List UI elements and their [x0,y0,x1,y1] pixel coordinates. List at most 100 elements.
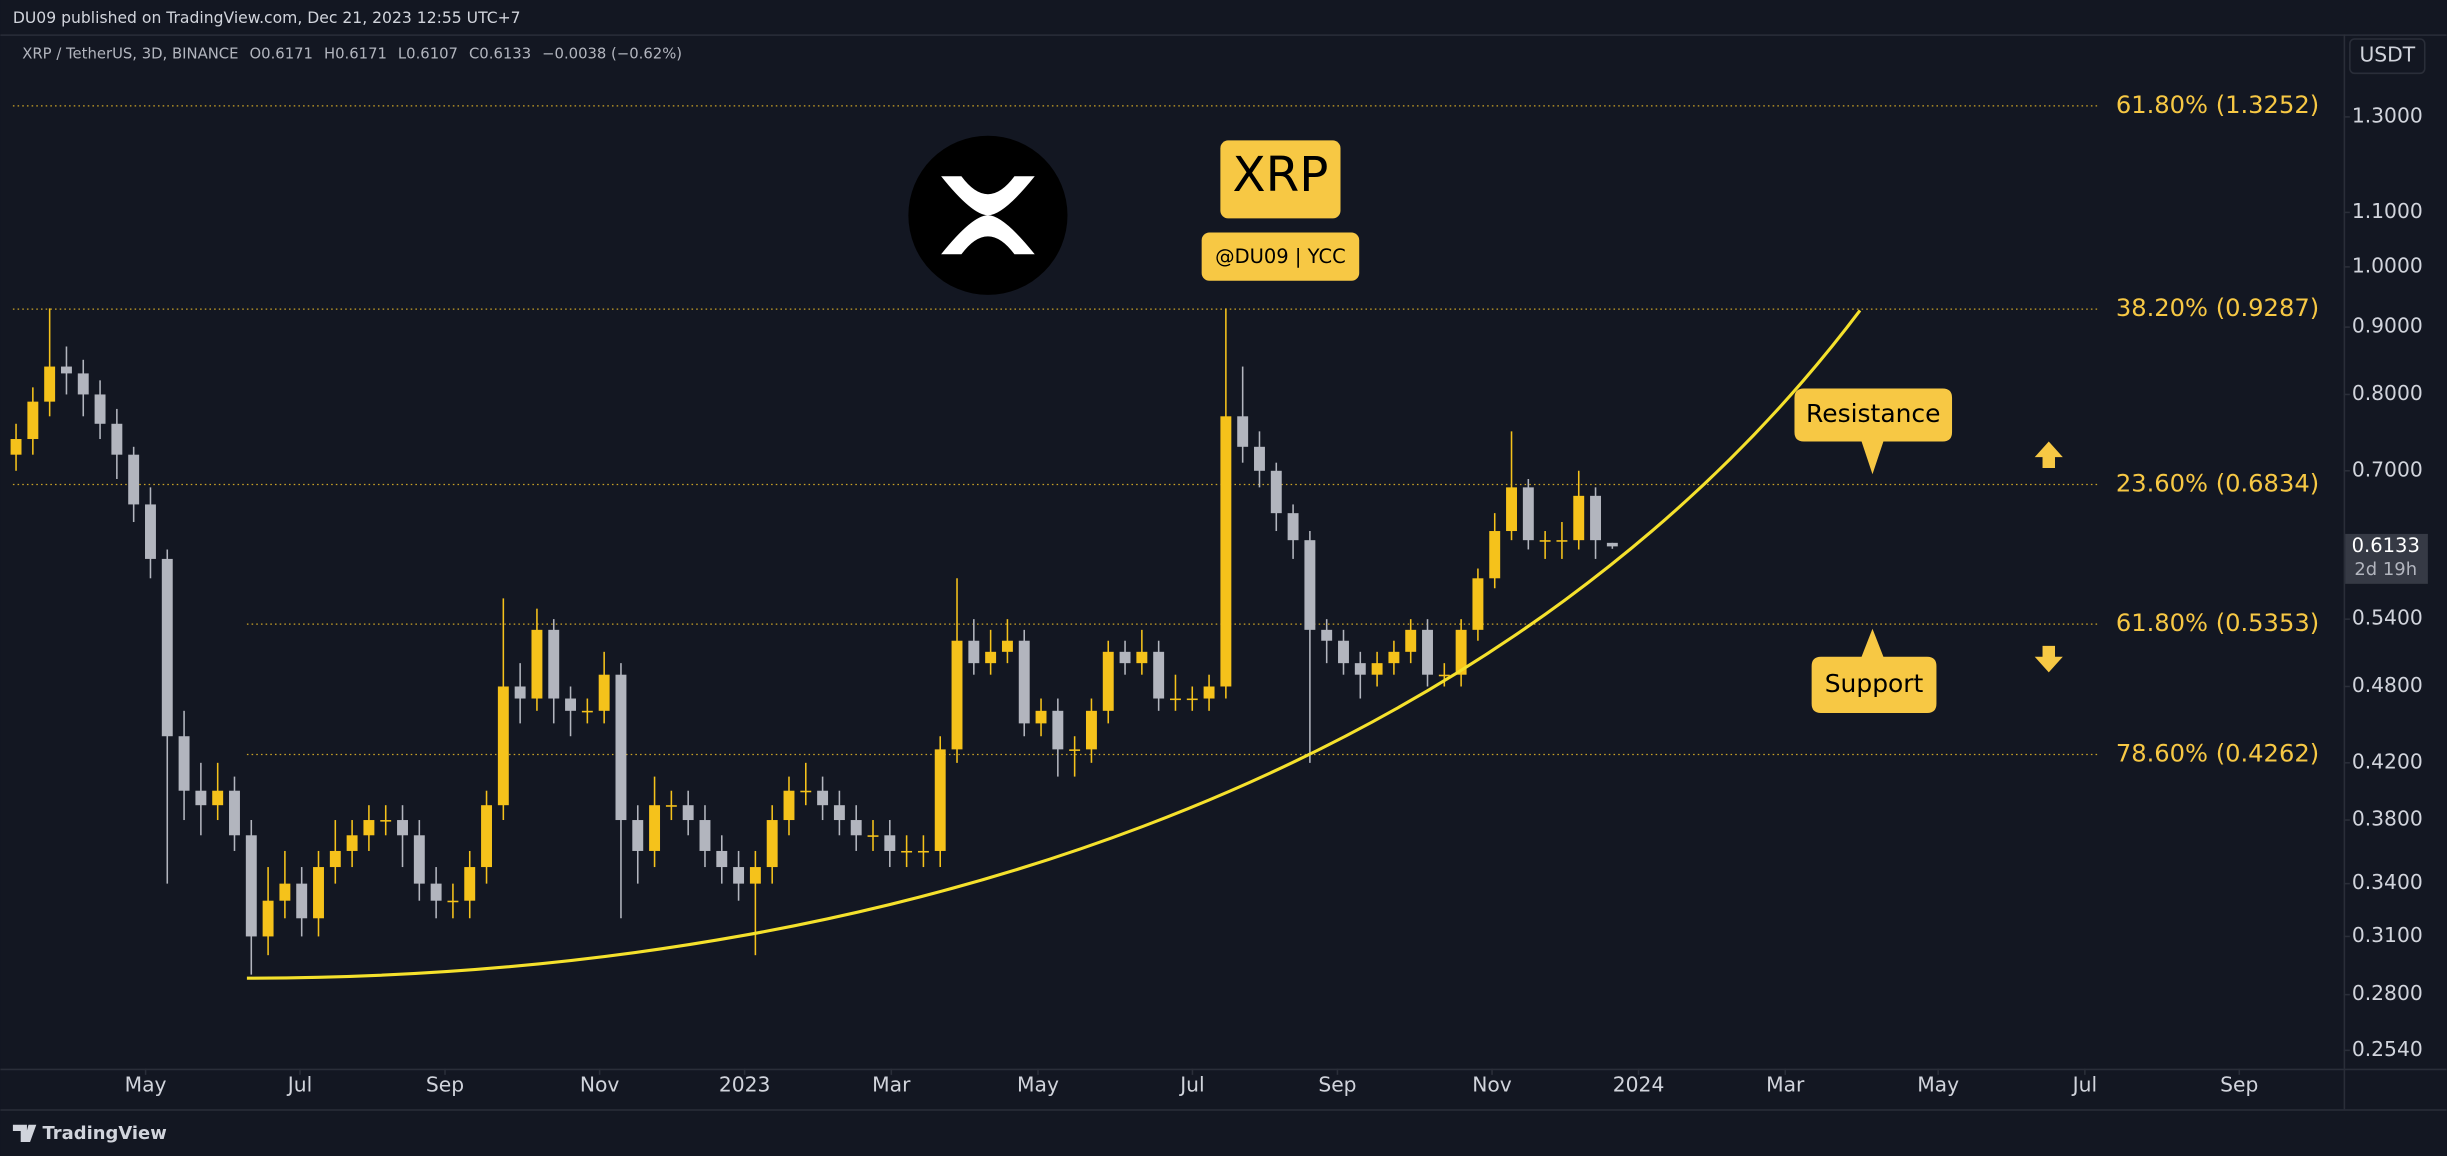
change-label: −0.0038 (−0.62%) [542,46,682,63]
candle-body [1035,710,1047,724]
candle-body [1237,416,1249,447]
y-tick-label: 1.0000 [2352,253,2423,277]
ohlc-value: 0.6171 [335,46,387,63]
candle-body [262,900,274,937]
candle-body [161,558,173,737]
symbol-line: XRP / TetherUS, 3D, BINANCE O0.6171 H0.6… [22,46,682,63]
candle-body [1539,540,1551,542]
x-tick-label: Nov [1472,1072,1512,1096]
candle-body [1186,698,1198,701]
candle-body [716,850,728,868]
x-tick-label: Sep [426,1072,464,1096]
ohlc-prefix: O [249,46,261,63]
candle-body [229,790,240,836]
candle-body [766,820,778,868]
candle-body [1556,540,1568,542]
candle-body [1153,651,1165,699]
currency: USDT [2359,43,2415,67]
x-tick-label: Nov [580,1072,620,1096]
candle-body [867,835,879,837]
candle-body [1590,495,1602,541]
y-tick-label: 0.3800 [2352,807,2423,831]
candle-body [1102,651,1114,711]
candle-body [1606,542,1618,547]
last-price-box [2345,533,2428,584]
candle-body [682,805,694,821]
fib-label: 61.80% (0.5353) [2116,609,2319,637]
candle-body [94,394,106,424]
currency-button[interactable] [2349,38,2426,75]
candle-body [329,850,341,868]
candle-body [1573,495,1585,541]
x-tick-label: May [1017,1072,1059,1096]
candle-body [1069,749,1081,751]
x-tick-label: Jul [1178,1072,1204,1096]
fib-label: 38.20% (0.9287) [2116,294,2319,322]
candle-body [531,629,543,699]
candle-body [447,900,459,903]
x-tick-label: Sep [1318,1072,1356,1096]
x-tick-label: May [125,1072,167,1096]
candle-body [497,686,509,806]
candle-body [632,820,644,851]
published-note: DU09 published on TradingView.com, Dec 2… [13,9,521,27]
candle-body [195,790,207,806]
candle-body [1085,710,1097,750]
candle-body [1321,629,1333,641]
candle-body [968,640,980,664]
candle-body [901,850,913,853]
y-tick-label: 0.3100 [2352,923,2423,947]
candle-body [800,790,812,793]
candle-body [1220,416,1232,687]
candle-body [749,867,761,884]
candle-body [1405,629,1417,652]
candle-body [10,439,22,455]
candle-body [548,629,560,699]
y-tick-label: 1.3000 [2352,103,2423,127]
trend-curve [246,309,1862,980]
x-tick-label: Mar [1766,1072,1805,1096]
candle-body [128,454,140,505]
candle-body [917,850,929,853]
candle-body [111,423,123,455]
candle-body [1472,578,1484,630]
candle-body [212,790,224,806]
candle-body [363,820,375,836]
candle-body [178,736,190,791]
candle-body [44,366,56,402]
candle-body [565,698,577,711]
candle-body [733,867,745,884]
y-tick-label: 0.7000 [2352,457,2423,481]
candle-body [1354,663,1366,675]
last-price: 0.6133 [2352,534,2420,557]
candle-body [1489,531,1501,579]
candle-body [1422,629,1433,675]
ohlc-prefix: C [469,46,479,63]
candle-body [1388,651,1400,664]
support-callout [1811,628,1937,713]
x-tick-label: May [1917,1072,1959,1096]
ohlc-prefix: H [324,46,335,63]
candle-body [1254,446,1265,471]
support-label: Support [1825,669,1924,698]
candle-body [649,805,661,851]
candle-body [581,710,593,713]
candle-body [1438,674,1450,677]
candle-body [833,805,845,821]
candle-body [145,504,156,559]
candle-body [27,401,39,440]
candle-body [77,373,89,395]
resistance-callout [1794,388,1953,475]
xrp-logo [908,135,1068,295]
candle-body [60,366,72,374]
x-tick-label: 2023 [719,1072,771,1096]
candle-body [313,867,324,919]
candle-body [598,674,610,711]
x-tick-label: Mar [872,1072,911,1096]
y-tick-label: 0.9000 [2352,314,2423,338]
fib-label: 61.80% (1.3252) [2116,91,2319,119]
candle-body [430,883,442,901]
candle-body [1001,640,1013,652]
candle-body [783,790,795,821]
